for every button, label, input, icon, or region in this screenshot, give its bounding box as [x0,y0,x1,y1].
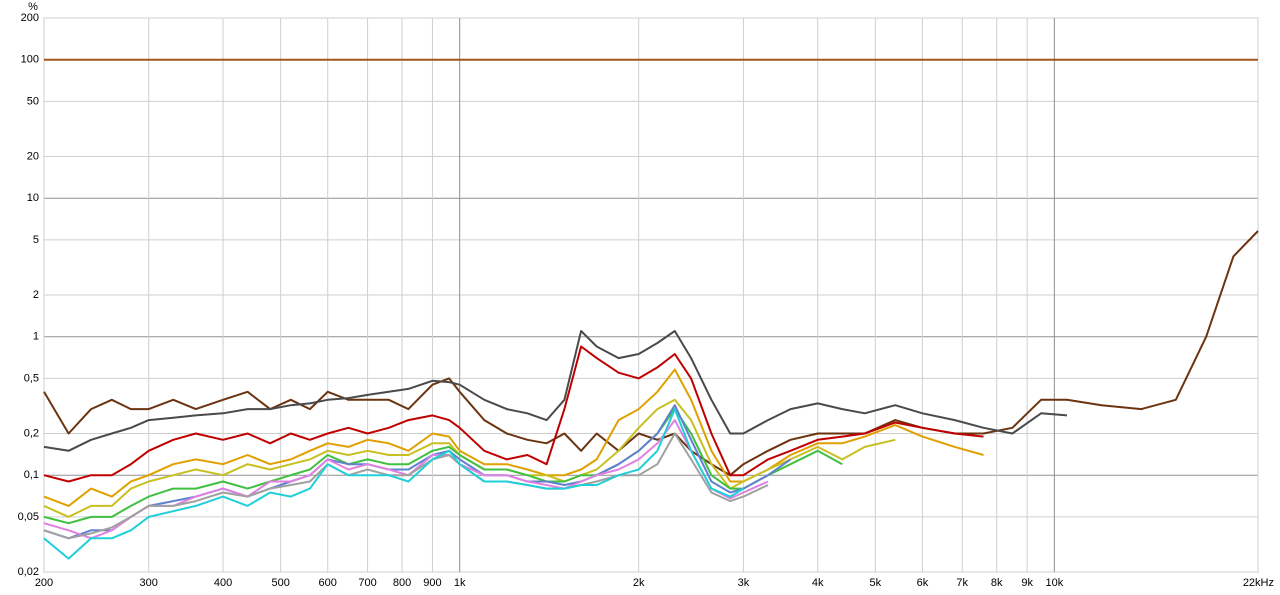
y-tick-label: 50 [27,95,39,107]
x-tick-label: 7k [956,577,968,589]
x-tick-label: 6k [917,577,929,589]
y-tick-label: 10 [27,192,39,204]
y-tick-label: 0,2 [24,427,39,439]
x-tick-label: 10k [1045,577,1063,589]
y-tick-label: 0,1 [24,469,39,481]
y-tick-label: 5 [33,234,39,246]
y-tick-label: 100 [21,54,39,66]
x-tick-label: 400 [214,577,232,589]
series-line [43,330,1068,452]
x-tick-label: 8k [991,577,1003,589]
y-tick-label: 1 [33,331,39,343]
x-tick-label: 600 [319,577,337,589]
x-tick-label: 200 [35,577,53,589]
x-tick-label: 4k [812,577,824,589]
series-line [43,408,843,525]
x-tick-label: 300 [140,577,158,589]
y-tick-label: 20 [27,150,39,162]
series-line [43,404,792,540]
series-line [43,230,1259,477]
y-tick-label: 2 [33,289,39,301]
x-tick-label: 22kHz [1243,577,1274,589]
y-tick-label: 0,02 [18,566,39,578]
x-tick-label: 800 [393,577,411,589]
y-tick-label: 0,05 [18,511,39,523]
x-tick-label: 3k [738,577,750,589]
x-tick-label: 700 [358,577,376,589]
series-line [43,345,984,483]
y-tick-label: 0,5 [24,372,39,384]
series-line [43,368,984,507]
x-tick-label: 2k [633,577,645,589]
x-tick-label: 500 [271,577,289,589]
x-tick-label: 9k [1021,577,1033,589]
series-line [43,408,744,560]
y-tick-label: 200 [21,12,39,24]
x-tick-label: 5k [870,577,882,589]
x-tick-label: 900 [423,577,441,589]
y-unit-label: % [28,1,38,13]
x-tick-label: 1k [454,577,466,589]
